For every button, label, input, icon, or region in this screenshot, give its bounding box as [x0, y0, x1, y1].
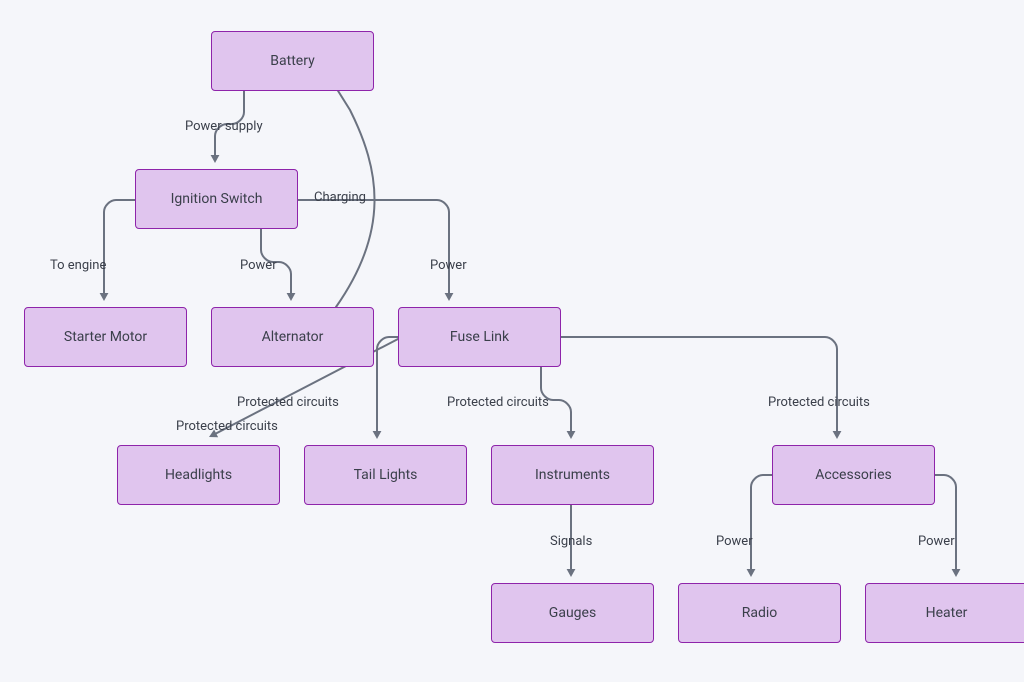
edge-arrow-ignition-alternator — [287, 293, 296, 301]
edge-arrow-fuselink-headlights — [209, 429, 218, 437]
edge-label-alternator-battery: Charging — [314, 190, 366, 205]
edge-arrow-battery-ignition — [211, 155, 220, 163]
edge-battery-ignition — [215, 91, 244, 157]
edge-label-accessories-radio: Power — [716, 534, 753, 549]
node-battery[interactable]: Battery — [211, 31, 374, 91]
edge-label-battery-ignition: Power supply — [185, 119, 263, 134]
node-ignition[interactable]: Ignition Switch — [135, 169, 298, 229]
edge-label-fuselink-instruments: Protected circuits — [447, 395, 549, 410]
diagram-canvas: Battery Ignition Switch Starter Motor Alter… — [0, 0, 1024, 682]
node-starter[interactable]: Starter Motor — [24, 307, 187, 367]
edge-arrow-instruments-gauges — [567, 569, 576, 577]
node-label: Radio — [742, 605, 778, 621]
edge-arrow-fuselink-instruments — [567, 431, 576, 439]
edge-arrow-fuselink-accessories — [833, 431, 842, 439]
node-label: Accessories — [815, 467, 891, 483]
edge-arrow-ignition-starter — [100, 293, 109, 301]
edge-fuselink-taillights — [377, 337, 398, 433]
node-radio[interactable]: Radio — [678, 583, 841, 643]
node-label: Headlights — [165, 467, 232, 483]
node-headlights[interactable]: Headlights — [117, 445, 280, 505]
node-label: Starter Motor — [64, 329, 147, 345]
edge-ignition-fuselink — [298, 200, 449, 295]
edge-label-fuselink-accessories: Protected circuits — [768, 395, 870, 410]
node-label: Fuse Link — [450, 329, 509, 345]
node-alternator[interactable]: Alternator — [211, 307, 374, 367]
node-label: Tail Lights — [354, 467, 418, 483]
node-label: Instruments — [535, 467, 610, 483]
edge-label-ignition-fuselink: Power — [430, 258, 467, 273]
edge-label-ignition-starter: To engine — [50, 258, 106, 273]
node-label: Gauges — [549, 605, 596, 621]
edge-fuselink-instruments — [541, 367, 571, 433]
edge-ignition-starter — [104, 200, 135, 295]
node-instruments[interactable]: Instruments — [491, 445, 654, 505]
node-label: Ignition Switch — [171, 191, 263, 207]
edge-label-instruments-gauges: Signals — [550, 534, 592, 549]
node-taillights[interactable]: Tail Lights — [304, 445, 467, 505]
edge-ignition-alternator — [261, 229, 291, 295]
edge-label-fuselink-taillights: Protected circuits — [237, 395, 339, 410]
node-accessories[interactable]: Accessories — [772, 445, 935, 505]
edge-alternator-battery — [330, 78, 375, 307]
edge-arrow-accessories-radio — [747, 569, 756, 577]
node-label: Heater — [926, 605, 968, 621]
node-gauges[interactable]: Gauges — [491, 583, 654, 643]
edge-label-ignition-alternator: Power — [240, 258, 277, 273]
edge-label-accessories-heater: Power — [918, 534, 955, 549]
edge-accessories-heater — [935, 475, 956, 571]
edge-arrow-ignition-fuselink — [445, 293, 454, 301]
edge-arrow-accessories-heater — [952, 569, 961, 577]
edge-accessories-radio — [751, 475, 772, 571]
edge-label-fuselink-headlights: Protected circuits — [176, 419, 278, 434]
node-label: Alternator — [262, 329, 324, 345]
node-fuselink[interactable]: Fuse Link — [398, 307, 561, 367]
node-heater[interactable]: Heater — [865, 583, 1024, 643]
node-label: Battery — [270, 53, 314, 69]
edge-arrow-fuselink-taillights — [373, 431, 382, 439]
edge-fuselink-accessories — [561, 337, 837, 433]
